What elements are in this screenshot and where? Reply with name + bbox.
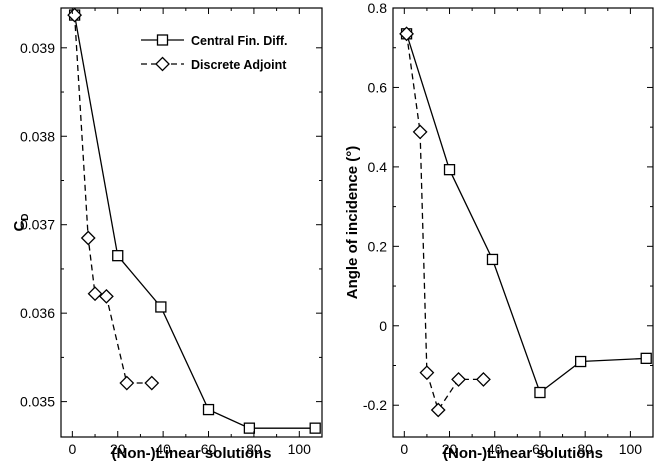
- cd-x-tick-label: 60: [201, 441, 217, 457]
- cd-x-tick-label: 0: [68, 441, 76, 457]
- angle-point-diamond: [419, 365, 435, 381]
- angle-point-square: [575, 355, 587, 368]
- angle-point-square: [486, 253, 499, 266]
- cd-x-tick-label: 40: [155, 441, 171, 457]
- angle-x-tick-label: 0: [400, 441, 408, 457]
- cd-chart-panel: 0 20 40 60 80 100 0.035 0.036 0.037 0.038 0.039 (…: [11, 7, 323, 462]
- cd-x-tick-label: 80: [246, 441, 262, 457]
- angle-series-line-central-fin-diff: [405, 33, 647, 394]
- angle-y-ticks: -0.2 0 0.2 0.4 0.6 0.8: [363, 0, 653, 413]
- cd-y-tick-label: 0.038: [20, 128, 55, 144]
- cd-point-diamond: [98, 288, 114, 304]
- angle-x-tick-label: 20: [442, 441, 458, 457]
- angle-point-diamond: [412, 124, 428, 140]
- cd-series-layer: [67, 7, 321, 434]
- cd-y-tick-label: 0.035: [20, 394, 55, 410]
- angle-x-axis-label: (Non-)Linear solutions: [443, 445, 603, 462]
- angle-point-diamond: [476, 371, 491, 387]
- cd-x-tick-label: 20: [110, 441, 126, 457]
- angle-series-layer: [399, 26, 652, 418]
- cd-point-square: [202, 403, 215, 416]
- cd-y-axis-label-main: C: [11, 221, 28, 232]
- cd-point-square: [309, 422, 321, 434]
- cd-point-square: [112, 250, 124, 262]
- angle-point-square: [443, 164, 456, 176]
- cd-y-axis-label-subscript: D: [20, 213, 31, 220]
- legend-label-central-fin-diff: Central Fin. Diff.: [191, 34, 288, 48]
- angle-x-tick-label: 40: [487, 441, 503, 457]
- angle-point-diamond: [430, 402, 446, 418]
- angle-chart-panel: 0 20 40 60 80 100 -0.2 0 0.2 0.4 0.6 0.8 (Non-)Lin…: [344, 0, 654, 462]
- legend-label-discrete-adjoint: Discrete Adjoint: [191, 58, 287, 72]
- angle-point-diamond: [399, 26, 414, 42]
- cd-x-axis-label: (Non-)Linear solutions: [112, 445, 272, 462]
- angle-y-tick-label: 0.2: [368, 238, 388, 254]
- angle-x-tick-label: 100: [619, 441, 643, 457]
- angle-x-tick-label: 60: [532, 441, 548, 457]
- legend: Central Fin. Diff. Discrete Adjoint: [141, 34, 288, 72]
- angle-point-square: [534, 386, 546, 399]
- angle-x-ticks: 0 20 40 60 80 100: [400, 8, 642, 457]
- angle-point-square: [640, 352, 652, 365]
- angle-y-tick-label: 0.4: [368, 159, 388, 175]
- angle-series-line-discrete-adjoint: [405, 33, 484, 412]
- cd-y-axis-label: CD: [11, 213, 31, 231]
- cd-point-diamond: [87, 286, 103, 302]
- cd-point-diamond: [119, 375, 135, 391]
- cd-point-diamond: [67, 7, 83, 23]
- cd-point-square: [155, 301, 167, 313]
- angle-y-tick-label: -0.2: [363, 397, 387, 413]
- cd-y-tick-label: 0.036: [20, 305, 55, 321]
- cd-plot-frame: [60, 7, 323, 438]
- angle-plot-frame: [392, 7, 654, 438]
- cd-x-ticks: 0 20 40 60 80 100: [68, 8, 311, 457]
- cd-y-tick-label: 0.037: [20, 217, 55, 233]
- angle-y-tick-label: 0: [379, 318, 387, 334]
- cd-series-line-discrete-adjoint: [73, 15, 152, 384]
- angle-x-tick-label: 80: [577, 441, 593, 457]
- legend-marker-diamond: [155, 56, 170, 72]
- cd-y-tick-label: 0.039: [20, 40, 55, 56]
- angle-point-diamond: [451, 371, 466, 387]
- angle-y-tick-label: 0.8: [368, 0, 388, 16]
- cd-series-line-central-fin-diff: [73, 14, 316, 429]
- cd-y-ticks: 0.035 0.036 0.037 0.038 0.039: [20, 40, 322, 410]
- angle-y-tick-label: 0.6: [368, 79, 388, 95]
- cd-point-diamond: [80, 230, 96, 246]
- cd-point-diamond: [144, 375, 160, 391]
- angle-y-axis-label: Angle of incidence (°): [344, 146, 361, 300]
- cd-x-tick-label: 100: [288, 441, 312, 457]
- legend-marker-square: [156, 34, 169, 46]
- cd-point-square: [243, 422, 256, 434]
